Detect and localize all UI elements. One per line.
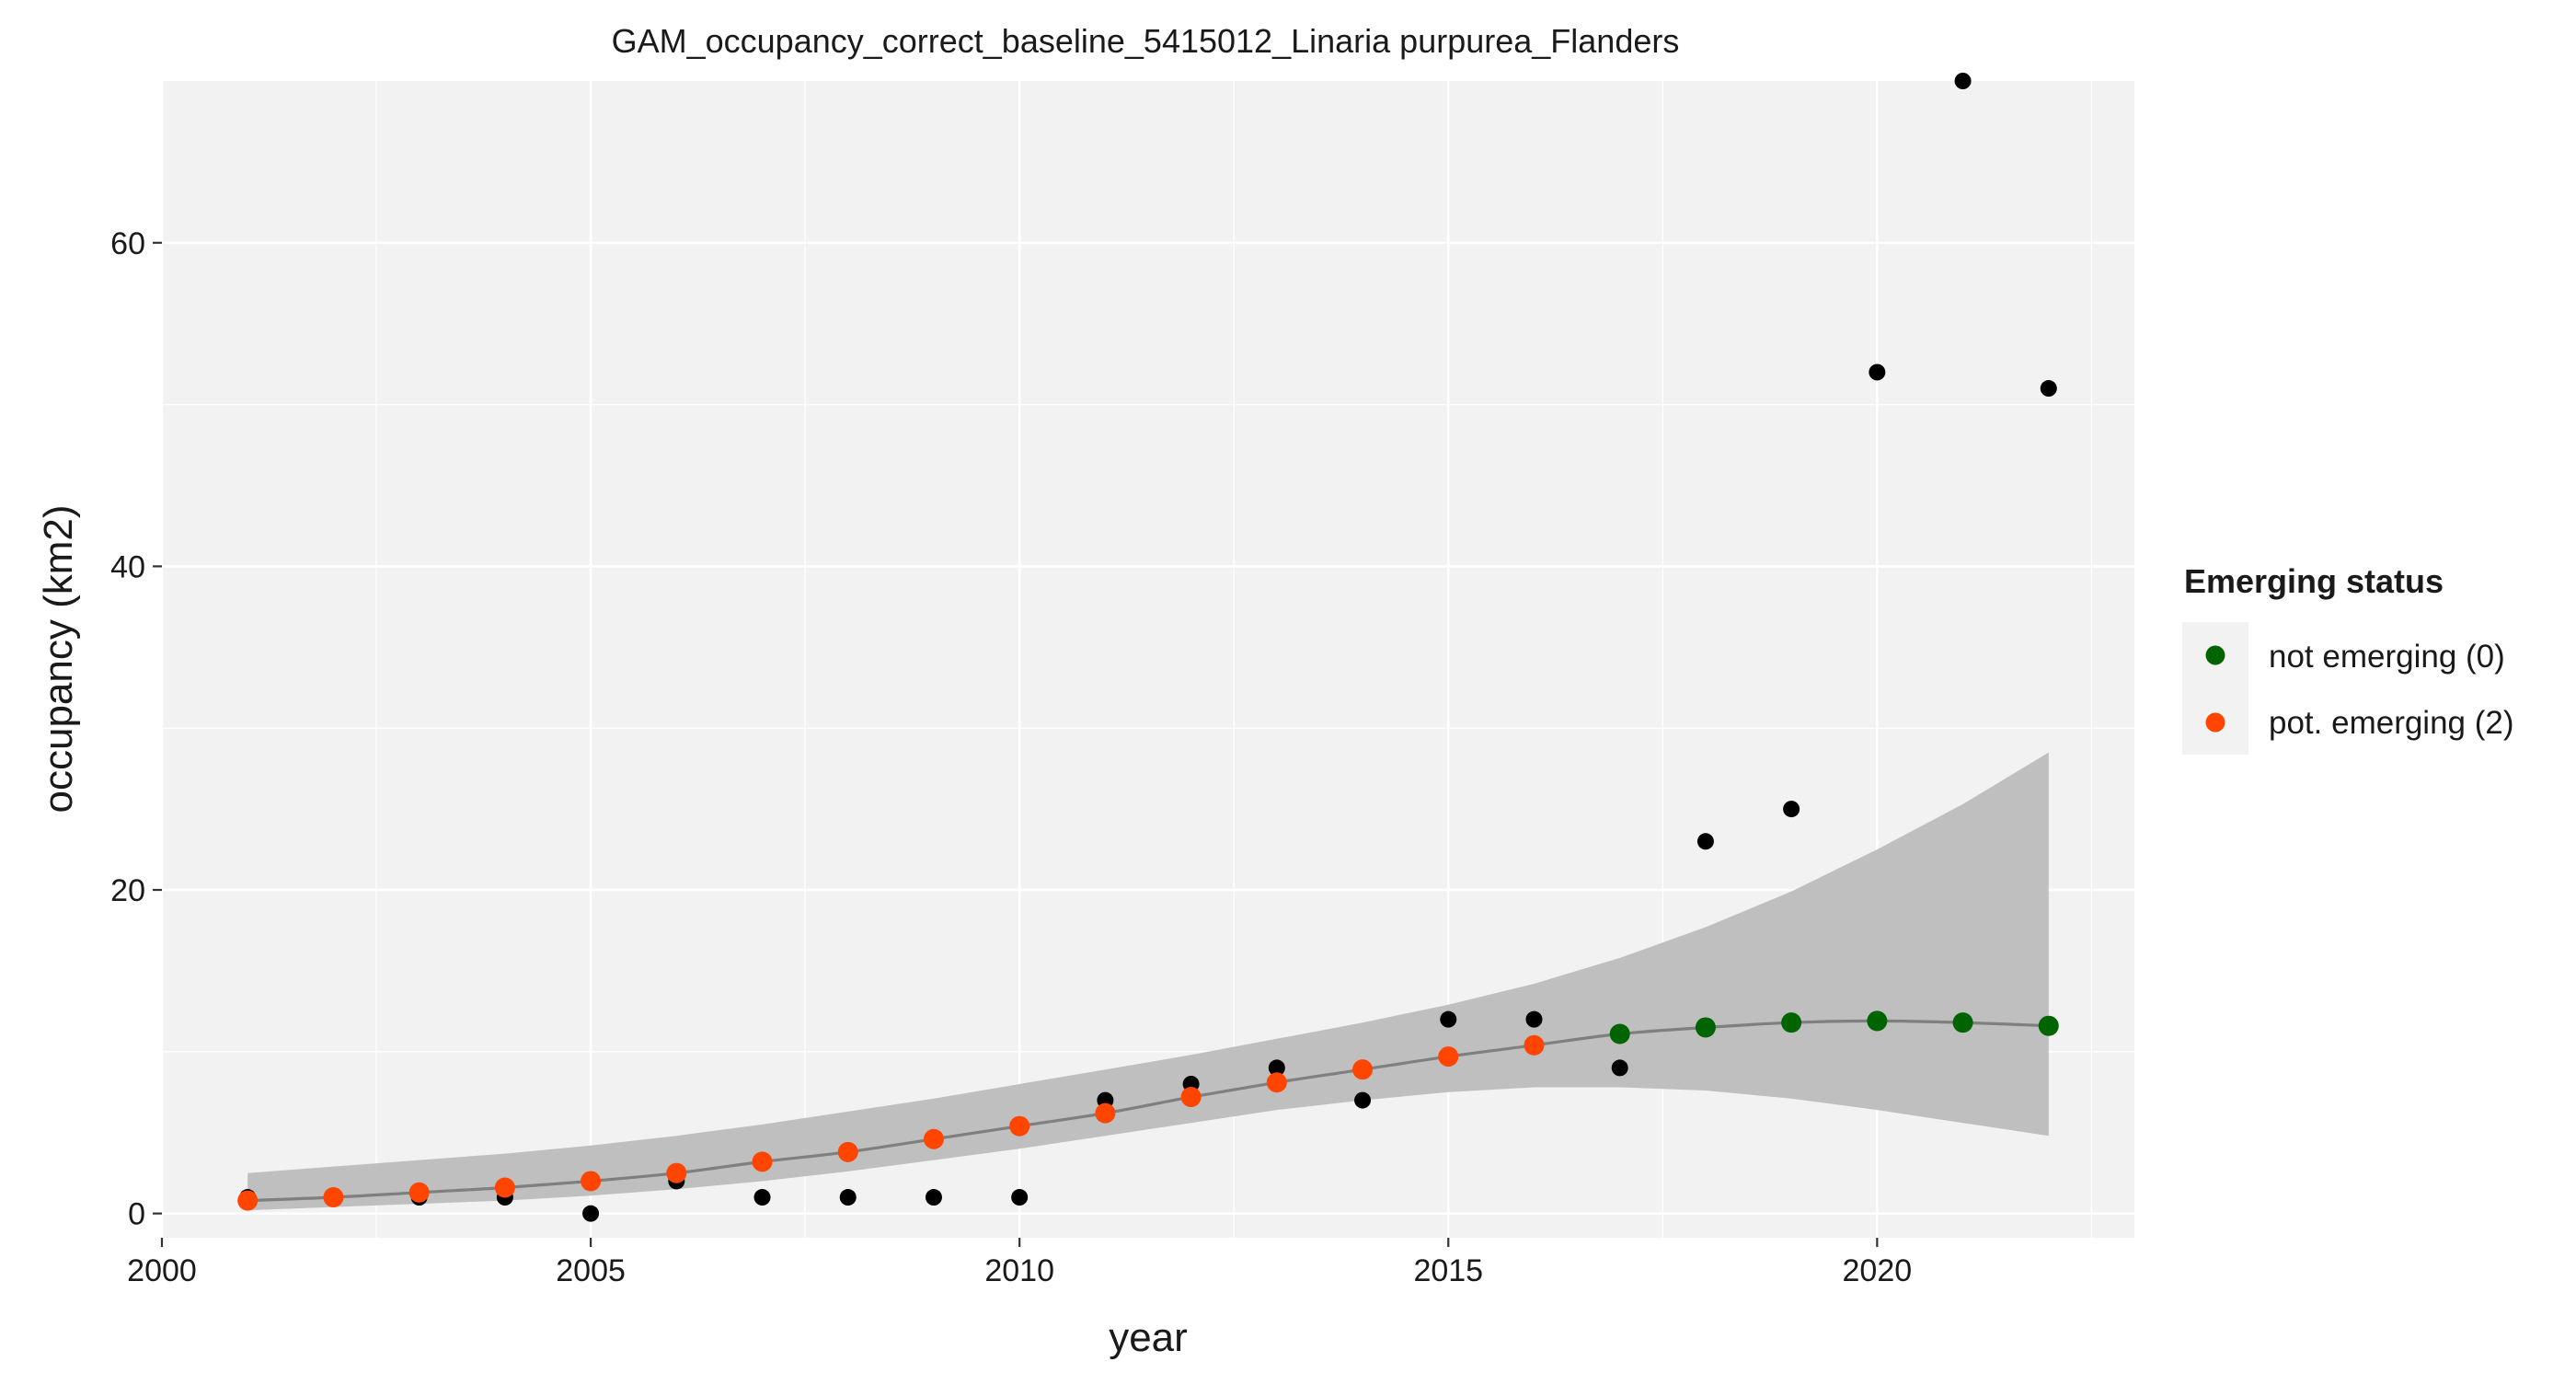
fitted-point [1180,1087,1202,1108]
legend-label-pot-emerging: pot. emerging (2) [2269,705,2514,741]
observed-point [1869,364,1886,381]
observed-point [1611,1059,1628,1077]
fitted-point [1266,1072,1287,1093]
observed-point [839,1189,857,1206]
grid-lines [160,81,2134,1238]
observed-point [1696,833,1714,850]
fitted-point [837,1141,858,1162]
x-tick-label: 2020 [1843,1253,1913,1288]
x-tick-label: 2010 [984,1253,1054,1288]
y-tick-label: 40 [110,549,145,584]
fitted-point [237,1190,259,1211]
axes: 2000 2005 2010 2015 2020 0 20 40 60 [110,226,1912,1288]
y-tick-label: 60 [110,226,145,261]
fitted-point [1095,1102,1116,1124]
chart-title: GAM_occupancy_correct_baseline_5415012_L… [612,22,1680,60]
fitted-point [923,1128,944,1149]
observed-point [1011,1189,1029,1206]
legend-title: Emerging status [2184,562,2444,600]
observed-point [925,1189,942,1206]
fitted-point [752,1151,773,1172]
observed-point [1525,1010,1543,1028]
x-tick-label: 2000 [127,1253,197,1288]
fitted-point [1695,1017,1716,1038]
confidence-band [247,752,2049,1211]
legend-key-not-emerging [2205,645,2225,665]
y-axis-title: occupancy (km2) [36,504,81,813]
fitted-point [1609,1023,1630,1045]
x-tick-label: 2015 [1413,1253,1483,1288]
confidence-band-layer [247,752,2049,1211]
fitted-point [494,1177,515,1198]
fitted-point [408,1182,430,1203]
fitted-points-layer [237,1010,2059,1211]
fitted-point [1781,1012,1802,1033]
y-tick-label: 20 [110,873,145,908]
fitted-point [1009,1115,1030,1137]
x-axis-title: year [1109,1315,1188,1360]
observed-point [1783,801,1800,818]
y-tick-label: 0 [128,1197,145,1232]
fitted-point [581,1171,602,1192]
observed-point [582,1205,600,1222]
fitted-point [666,1162,687,1183]
observed-point [1354,1091,1372,1109]
x-tick-label: 2005 [556,1253,626,1288]
legend-key-background [2182,622,2248,755]
fitted-point [323,1187,344,1208]
fitted-line [247,1019,2049,1203]
observed-point [753,1189,771,1206]
observed-point [1440,1010,1457,1028]
fitted-point [1438,1046,1459,1068]
fitted-point [1867,1010,1888,1032]
fitted-point [2038,1015,2059,1036]
observed-point [1954,73,1972,89]
fitted-point [1952,1012,1973,1033]
legend-label-not-emerging: not emerging (0) [2269,639,2505,675]
observed-point [2040,380,2057,398]
observed-point [1268,1059,1285,1077]
legend: Emerging status not emerging (0) pot. em… [2182,562,2514,755]
fitted-point [1524,1034,1545,1056]
fitted-line-layer [247,1019,2049,1203]
legend-key-pot-emerging [2205,712,2225,733]
fitted-point [1352,1059,1374,1080]
